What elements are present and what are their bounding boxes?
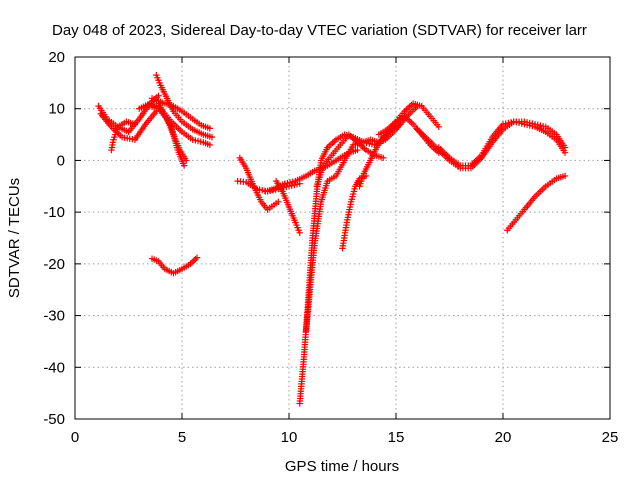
y-axis-label: SDTVAR / TECUs	[6, 178, 23, 298]
data-point	[275, 198, 282, 205]
series-arc-9	[148, 254, 201, 277]
series-arc-2	[97, 108, 160, 143]
x-tick-label: 0	[71, 429, 79, 446]
series-arc-5	[153, 71, 216, 141]
plot-frame	[74, 56, 611, 420]
data-point	[561, 149, 569, 156]
data-point	[180, 162, 188, 169]
series-arc-8	[146, 102, 190, 164]
x-tick-label: 20	[495, 429, 512, 446]
series-arc-18	[356, 121, 404, 190]
data-marks	[95, 71, 569, 407]
data-point	[435, 123, 442, 131]
data-point	[183, 157, 190, 164]
data-point	[296, 229, 303, 237]
data-point	[188, 259, 196, 266]
x-axis-label: GPS time / hours	[285, 458, 399, 475]
data-point	[206, 125, 214, 132]
y-tick-label: -50	[43, 411, 65, 428]
y-tick-label: -10	[43, 204, 65, 221]
data-point	[190, 257, 197, 264]
y-tick-label: -30	[43, 308, 65, 325]
data-point	[561, 172, 569, 180]
series-arc-3	[108, 118, 139, 154]
y-tick-label: -20	[43, 256, 65, 273]
data-point	[208, 133, 216, 141]
data-point	[193, 254, 201, 261]
series-arc-11	[236, 154, 282, 213]
data-point	[192, 256, 199, 263]
x-tick-label: 25	[602, 429, 619, 446]
y-tick-label: -40	[43, 359, 65, 376]
y-tick-label: 20	[48, 49, 65, 66]
x-tick-label: 10	[281, 429, 298, 446]
tick-labels: 0 5 10 15 20 25 -50 -40 -30 -20 -10 0 10 20	[43, 49, 618, 446]
series-arc-22	[504, 172, 569, 234]
x-tick-label: 15	[388, 429, 405, 446]
chart-title: Day 048 of 2023, Sidereal Day-to-day VTE…	[52, 22, 587, 39]
series-arc-17	[339, 172, 370, 252]
series-arc-21	[435, 118, 569, 169]
y-tick-label: 10	[48, 101, 65, 118]
data-point	[379, 154, 387, 162]
y-tick-label: 0	[57, 152, 65, 169]
data-point	[206, 141, 214, 149]
data-point	[354, 146, 361, 154]
data-point	[131, 121, 139, 128]
x-tick-label: 5	[178, 429, 186, 446]
